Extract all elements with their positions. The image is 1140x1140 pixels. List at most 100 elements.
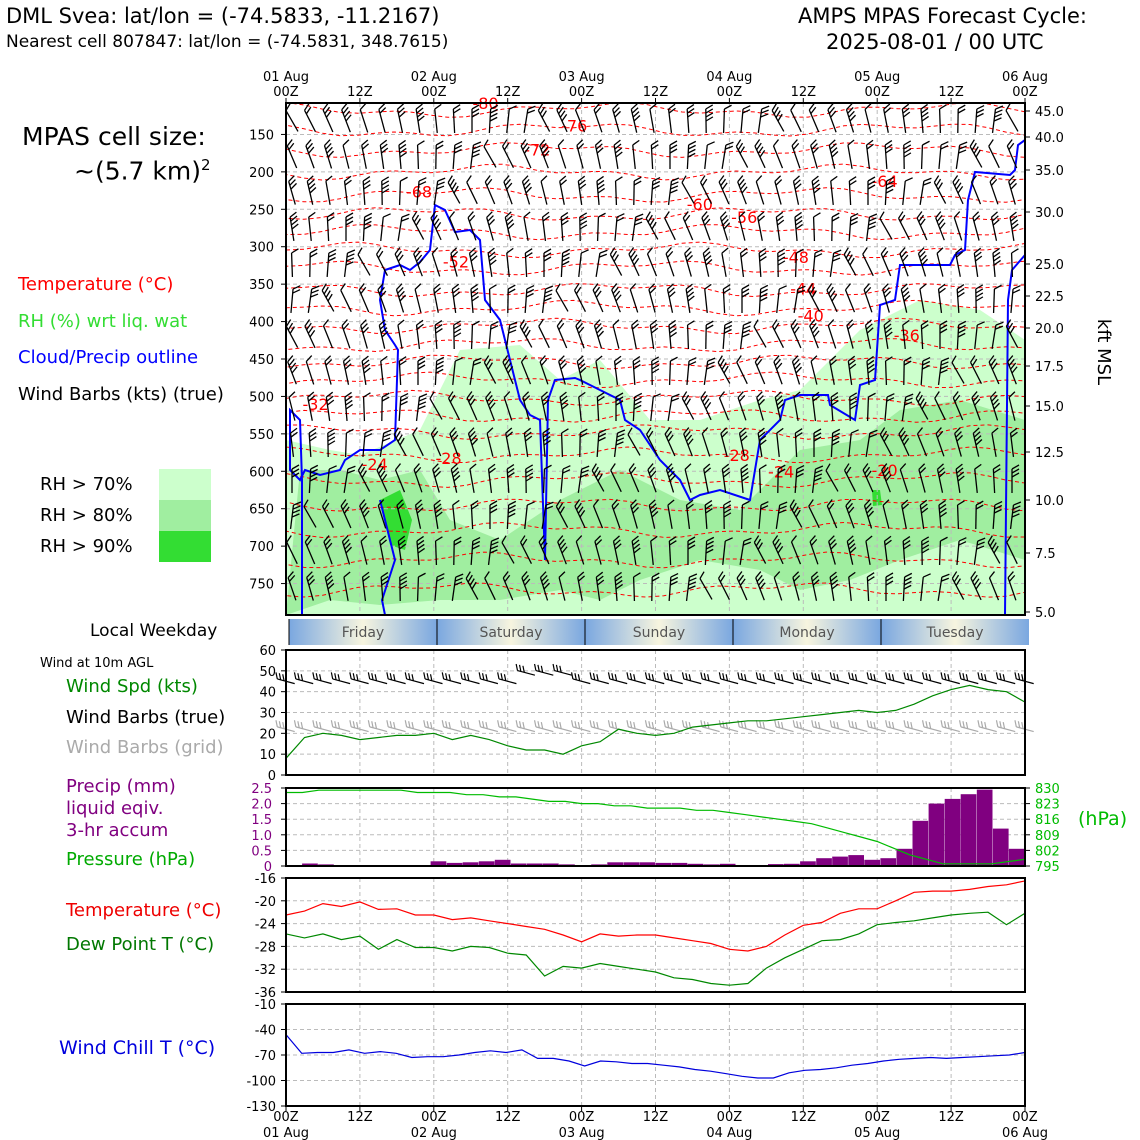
barb-feather (399, 437, 405, 446)
wind-barb (452, 140, 463, 170)
barb-feather (849, 176, 857, 182)
barb-feather (360, 319, 367, 326)
sfc-barb-feather (962, 673, 965, 680)
wind-barb (753, 319, 767, 348)
barb-feather (830, 147, 838, 154)
sfc-barb-feather (817, 674, 821, 681)
barb-feather (651, 511, 659, 518)
barb-shaft (560, 432, 564, 458)
barb-feather (379, 139, 388, 146)
wind-barb (484, 175, 496, 205)
barb-feather (739, 431, 747, 438)
wind-barb (630, 499, 639, 529)
barb-shaft (394, 469, 406, 493)
barb-feather (286, 535, 292, 543)
barb-feather (669, 540, 677, 546)
barb-feather (399, 147, 407, 154)
sfc-wind-barb (681, 672, 702, 685)
sfc-wind-barb (312, 672, 332, 685)
barb-feather (903, 295, 911, 302)
barb-feather (322, 103, 329, 111)
wind-barb (865, 429, 878, 457)
sfc-barb-feather (962, 721, 965, 728)
barb-feather (594, 535, 602, 542)
y-tick-label: 550 (249, 428, 274, 443)
wind-barb (920, 573, 931, 602)
barb-feather (795, 366, 802, 374)
wind-barb (289, 427, 298, 457)
leg-upper-item: Wind Barbs (kts) (true) (18, 383, 224, 405)
barb-feather (936, 214, 943, 222)
barb-feather (488, 218, 495, 226)
sfc-barb-feather (611, 721, 614, 728)
wind-barb (898, 427, 910, 457)
barb-feather (989, 175, 996, 183)
sfc-barb-feather (740, 721, 744, 728)
sfc-wind-barb (570, 672, 591, 685)
wind-barb (864, 319, 874, 349)
barb-feather (416, 323, 424, 330)
barb-feather (507, 223, 515, 230)
barb-feather (435, 511, 443, 518)
barb-shaft (825, 470, 839, 492)
barb-feather (702, 214, 709, 222)
barb-feather (778, 509, 787, 514)
sfc-barb-feather (540, 721, 544, 729)
precip-bar (302, 863, 318, 866)
barb-feather (489, 549, 498, 554)
barb-feather (760, 113, 769, 118)
barb-feather (921, 536, 930, 542)
wind-barb (916, 427, 928, 457)
wind-barb (777, 464, 786, 494)
barb-feather (291, 464, 300, 470)
sfc-wind-barb (349, 720, 369, 733)
barb-feather (574, 499, 581, 507)
wind-barb (884, 356, 893, 386)
barb-feather (650, 507, 658, 514)
barb-feather (541, 395, 549, 402)
wind-barb (828, 139, 839, 169)
wind-10m-label: Wind at 10m AGL (40, 656, 154, 671)
wind-barb (989, 175, 999, 205)
wind-barb (287, 571, 297, 601)
wind-barb (740, 500, 750, 530)
wind-barb (358, 283, 370, 313)
x-top-hour: 00Z (273, 85, 299, 100)
sfc-barb-feather (592, 673, 596, 680)
barb-shaft (974, 108, 978, 134)
barb-feather (975, 500, 984, 506)
sfc-wind-barb (977, 672, 997, 685)
barb-feather (412, 427, 418, 435)
barb-feather (363, 224, 372, 230)
wind-barb (578, 249, 589, 278)
barb-feather (760, 284, 769, 290)
barb-shaft (992, 468, 996, 494)
barb-feather (797, 289, 806, 294)
barb-shaft (793, 397, 799, 421)
barb-feather (577, 175, 586, 182)
wind-barb (321, 499, 335, 528)
barb-shaft (668, 360, 672, 386)
barb-shaft (305, 145, 315, 169)
barb-feather (304, 103, 310, 111)
wind-barb (613, 429, 626, 457)
sfc-barb-feather (374, 674, 378, 681)
sfc-barb-feather (755, 672, 759, 680)
barb-feather (594, 319, 601, 326)
wind-barb (830, 428, 841, 458)
barb-shaft (807, 290, 821, 312)
wind-barb (938, 536, 948, 566)
barb-feather (991, 362, 998, 370)
barb-feather (774, 538, 780, 547)
barb-feather (847, 355, 856, 362)
sfc-barb-feather (722, 673, 725, 680)
precip-y-tick-label: 2.0 (251, 798, 272, 813)
barb-feather (976, 104, 985, 110)
barb-feather (688, 581, 697, 586)
sfc-wind-barb (367, 720, 388, 733)
barb-feather (469, 398, 476, 406)
sfc-barb-feather (367, 672, 371, 680)
barb-shaft (303, 110, 317, 132)
wind-barb (991, 105, 1004, 133)
wind-barb (574, 103, 586, 133)
